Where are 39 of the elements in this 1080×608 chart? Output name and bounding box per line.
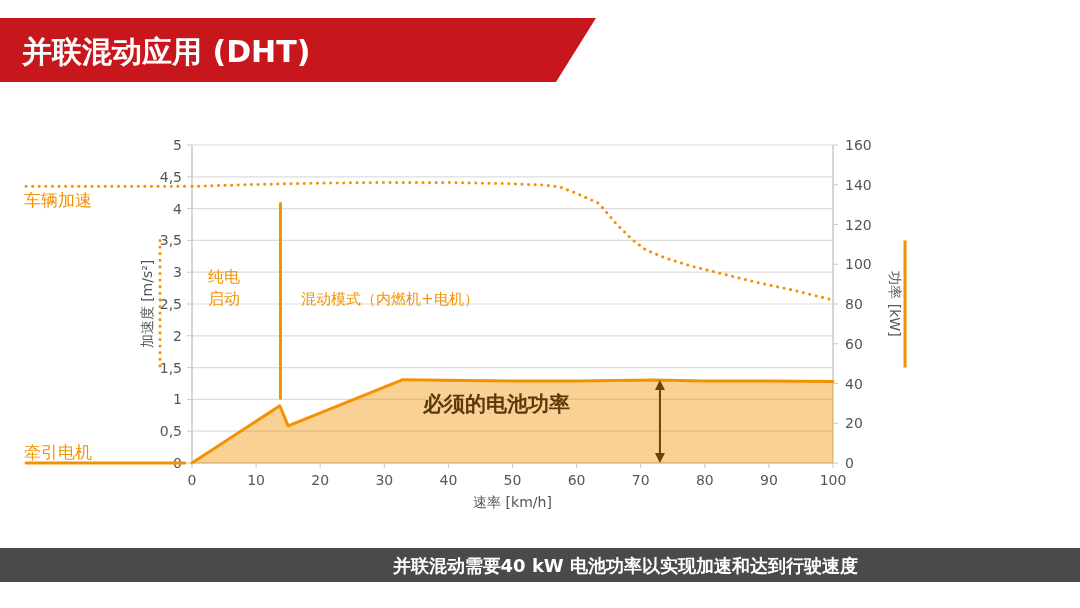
- x-tick-label: 80: [695, 472, 714, 488]
- text: 并联混动需要40 kW 电池功率以实现加速和达到行驶速度: [391, 555, 858, 576]
- y-tick-label: 4,5: [159, 168, 182, 185]
- y2-tick-label: 120: [845, 216, 872, 233]
- y2-tick-label: 20: [845, 415, 863, 432]
- x-tick-label: 30: [375, 472, 394, 488]
- annotation: 纯电: [208, 266, 241, 286]
- y2-axis-title: 功率 [kW]: [887, 271, 903, 337]
- y-tick-label: 2,5: [159, 296, 182, 312]
- chart-title: 并联混动应用 (DHT): [21, 34, 311, 69]
- y2-tick-label: 140: [845, 176, 872, 193]
- annotation: 混动模式（内燃机+电机）: [300, 290, 479, 308]
- y-tick-label: 0,5: [159, 423, 182, 440]
- y-tick-label: 5: [173, 137, 182, 153]
- y-axis-title: 加速度 [m/s²]: [139, 259, 155, 349]
- y2-tick-label: 40: [845, 375, 863, 392]
- y-tick-label: 4: [173, 200, 183, 217]
- y2-tick-label: 160: [845, 137, 872, 153]
- y-tick-label: 3,5: [159, 232, 182, 249]
- annotation: 启动: [208, 288, 241, 308]
- y2-tick-label: 80: [845, 296, 863, 312]
- x-axis-title: 速率 [km/h]: [473, 494, 552, 510]
- y-tick-label: 1,5: [159, 359, 182, 376]
- x-tick-label: 60: [567, 472, 586, 488]
- y2-tick-label: 100: [845, 256, 872, 273]
- x-tick-label: 40: [439, 472, 458, 488]
- y2-tick-label: 60: [845, 335, 863, 352]
- y-tick-label: 1: [173, 391, 182, 408]
- x-tick-label: 70: [631, 472, 650, 488]
- y-tick-label: 2: [173, 327, 182, 344]
- x-tick-label: 0: [187, 472, 197, 488]
- y2-tick-label: 0: [845, 455, 854, 471]
- x-tick-label: 50: [503, 472, 522, 488]
- x-tick-label: 90: [759, 472, 778, 488]
- x-tick-label: 20: [311, 472, 330, 488]
- x-tick-label: 100: [819, 472, 847, 488]
- x-tick-label: 10: [247, 472, 266, 488]
- annotation: 必须的电池功率: [421, 391, 570, 416]
- y-tick-label: 3: [173, 264, 182, 281]
